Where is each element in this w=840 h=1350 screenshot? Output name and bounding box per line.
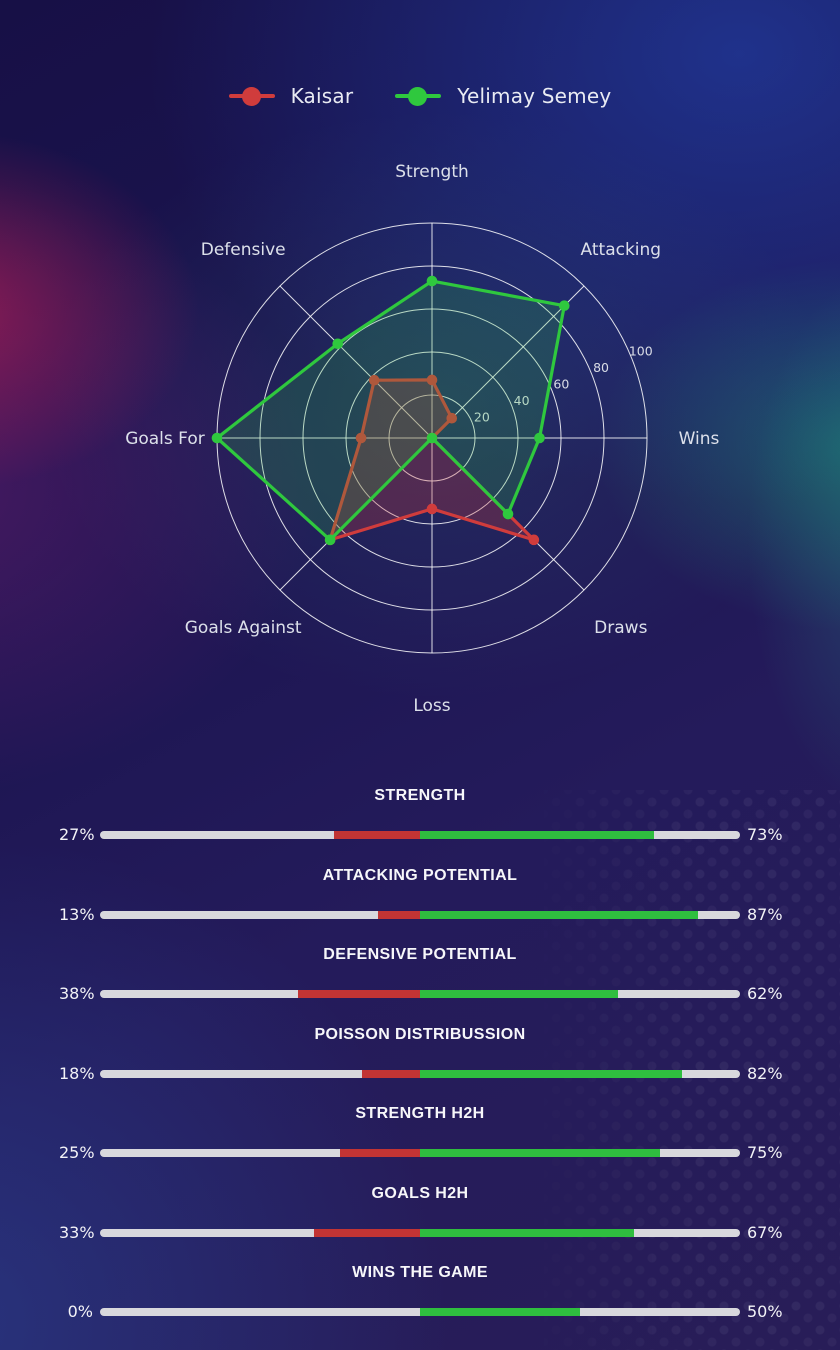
- left-percent: 0%: [67, 1302, 93, 1321]
- red-fill: [314, 1228, 420, 1237]
- svg-text:40: 40: [514, 393, 530, 408]
- data-point[interactable]: [355, 432, 367, 444]
- bar-row-strength-h2h: STRENGTH H2H 25% 75%: [0, 1103, 840, 1183]
- data-point[interactable]: [332, 338, 344, 350]
- bar-title: GOALS H2H: [371, 1184, 469, 1202]
- bar-track: [100, 990, 740, 998]
- bar-track: [100, 1308, 740, 1316]
- data-point[interactable]: [502, 508, 514, 520]
- right-percent: 73%: [747, 825, 783, 844]
- data-point[interactable]: [534, 432, 545, 444]
- right-percent: 50%: [747, 1302, 783, 1321]
- legend-dot-icon: [241, 86, 261, 106]
- green-fill: [420, 990, 619, 998]
- bar-track: [100, 1149, 740, 1157]
- svg-text:20: 20: [474, 409, 490, 424]
- left-percent: 33%: [59, 1222, 95, 1242]
- left-percent: 13%: [59, 904, 95, 924]
- data-point[interactable]: [426, 503, 438, 515]
- data-point[interactable]: [528, 534, 540, 546]
- data-point[interactable]: [426, 374, 438, 386]
- left-percent: 25%: [59, 1143, 95, 1162]
- bar-title: ATTACKING POTENTIAL: [322, 866, 518, 884]
- data-point[interactable]: [211, 432, 223, 444]
- right-percent: 67%: [747, 1222, 783, 1242]
- radial-tick-labels: 20 40 60 80 100: [474, 344, 653, 425]
- legend-label: Yelimay Semey: [457, 84, 612, 108]
- left-percent: 27%: [59, 825, 95, 844]
- green-fill: [420, 1149, 660, 1157]
- red-fill: [333, 831, 420, 839]
- bar-title: STRENGTH H2H: [355, 1105, 485, 1122]
- svg-text:Attacking: Attacking: [581, 240, 662, 260]
- chart-legend: Kaisar Yelimay Semey: [0, 84, 840, 108]
- svg-text:100: 100: [629, 344, 653, 359]
- green-fill: [420, 1308, 580, 1316]
- right-percent: 75%: [747, 1143, 783, 1162]
- right-percent: 62%: [747, 984, 783, 1003]
- legend-label: Kaisar: [290, 84, 354, 108]
- bar-track: [100, 831, 740, 839]
- bar-row-wins-the-game: WINS THE GAME 0% 50%: [0, 1262, 840, 1342]
- svg-text:Draws: Draws: [594, 618, 647, 638]
- bar-row-poisson-distribussion: POISSON DISTRIBUSSION 18% 82%: [0, 1024, 840, 1104]
- svg-text:60: 60: [553, 376, 569, 391]
- bar-row-attacking-potential: ATTACKING POTENTIAL 13% 87%: [0, 865, 840, 945]
- data-point[interactable]: [426, 432, 438, 444]
- data-point[interactable]: [558, 300, 570, 312]
- legend-marker-red: [228, 86, 275, 106]
- svg-text:Wins: Wins: [679, 429, 720, 449]
- svg-text:Loss: Loss: [413, 696, 450, 716]
- green-fill: [420, 1069, 683, 1078]
- red-fill: [298, 990, 420, 998]
- svg-text:Strength: Strength: [395, 162, 469, 182]
- comparison-bars-section: STRENGTH 27% 73% ATTACKING POTENTIAL 13%…: [0, 785, 840, 1342]
- radar-chart[interactable]: 20 40 60 80 100 Strength Attacking Wins Draws Los…: [0, 0, 840, 770]
- right-percent: 87%: [747, 904, 783, 924]
- right-percent: 82%: [747, 1063, 783, 1083]
- bar-title: POISSON DISTRIBUSSION: [314, 1025, 526, 1043]
- bar-row-goals-h2h: GOALS H2H 33% 67%: [0, 1183, 840, 1263]
- bar-title: DEFENSIVE POTENTIAL: [323, 946, 517, 963]
- red-fill: [340, 1149, 420, 1157]
- data-point[interactable]: [426, 275, 438, 287]
- svg-text:80: 80: [593, 360, 609, 375]
- data-point[interactable]: [446, 412, 458, 424]
- red-fill: [378, 910, 420, 919]
- bar-track: [100, 910, 740, 919]
- legend-item-kaisar[interactable]: Kaisar: [228, 84, 354, 108]
- green-fill: [420, 1228, 635, 1237]
- bar-row-defensive-potential: DEFENSIVE POTENTIAL 38% 62%: [0, 944, 840, 1024]
- bar-track: [100, 1069, 740, 1078]
- legend-item-yelimay-semey[interactable]: Yelimay Semey: [395, 84, 611, 108]
- bar-title: STRENGTH: [374, 787, 466, 804]
- svg-text:Goals Against: Goals Against: [185, 618, 302, 638]
- svg-text:Goals For: Goals For: [125, 429, 205, 449]
- axis-labels: Strength Attacking Wins Draws Loss Goals Agai…: [125, 162, 719, 716]
- left-percent: 38%: [59, 984, 95, 1003]
- bar-title: WINS THE GAME: [352, 1264, 488, 1281]
- data-point[interactable]: [324, 534, 336, 546]
- bar-track: [100, 1228, 740, 1237]
- legend-marker-green: [395, 86, 442, 106]
- green-fill: [420, 831, 654, 839]
- svg-text:Defensive: Defensive: [201, 240, 286, 260]
- series-yelimay-semey: [211, 275, 570, 546]
- green-fill: [420, 910, 699, 919]
- data-point[interactable]: [368, 374, 380, 386]
- red-fill: [362, 1069, 420, 1078]
- bar-row-strength: STRENGTH 27% 73%: [0, 785, 840, 865]
- legend-dot-icon: [408, 86, 428, 106]
- left-percent: 18%: [59, 1063, 95, 1083]
